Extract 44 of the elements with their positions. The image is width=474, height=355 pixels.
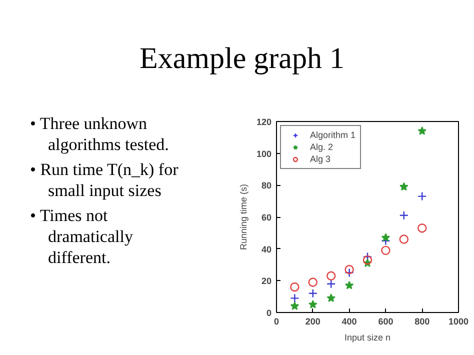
text: • Times not dramatically different. <box>30 205 134 268</box>
point <box>399 234 408 244</box>
point <box>418 192 427 201</box>
point <box>290 282 300 292</box>
point <box>418 126 427 135</box>
y-tick-label: 120 <box>256 117 272 127</box>
point <box>326 271 336 280</box>
point <box>290 294 300 303</box>
x-tick-label: 1000 <box>448 316 469 326</box>
y-tick-label: 100 <box>256 148 272 159</box>
x-tick-label: 0 <box>274 316 280 326</box>
point <box>399 182 408 191</box>
y-tick-label: 40 <box>261 244 272 254</box>
x-tick-label: 400 <box>342 316 357 326</box>
legend-label: Alg. 2 <box>310 142 334 152</box>
point <box>344 280 354 290</box>
point <box>326 294 336 302</box>
point <box>308 300 318 308</box>
point <box>362 252 372 262</box>
legend-label: Alg 3 <box>310 154 331 164</box>
text: • Three unknown algorithms tested. <box>30 113 170 155</box>
point <box>308 278 318 287</box>
point <box>399 210 408 220</box>
y-axis-title: Running time (s) <box>238 184 248 250</box>
y-tick-label: 80 <box>261 180 272 191</box>
point <box>344 268 354 278</box>
point <box>381 233 390 242</box>
x-tick-label: 800 <box>414 316 430 326</box>
y-tick-label: 20 <box>261 276 272 286</box>
x-tick-label: 600 <box>378 316 394 326</box>
x-tick-label: 200 <box>305 316 320 326</box>
point <box>381 246 390 256</box>
y-tick-label: 60 <box>261 212 272 222</box>
point <box>362 255 372 265</box>
chart-title: Example graph 1 <box>138 41 346 77</box>
point <box>344 264 354 274</box>
point <box>326 279 336 288</box>
point <box>418 224 427 233</box>
point <box>290 302 300 310</box>
point <box>308 288 318 298</box>
x-axis-title: Input size n <box>344 332 391 342</box>
text: • Run time T(n_k) for small input sizes <box>30 159 180 201</box>
y-tick-label: 0 <box>266 308 272 318</box>
legend-label: Algorithm 1 <box>310 130 356 140</box>
